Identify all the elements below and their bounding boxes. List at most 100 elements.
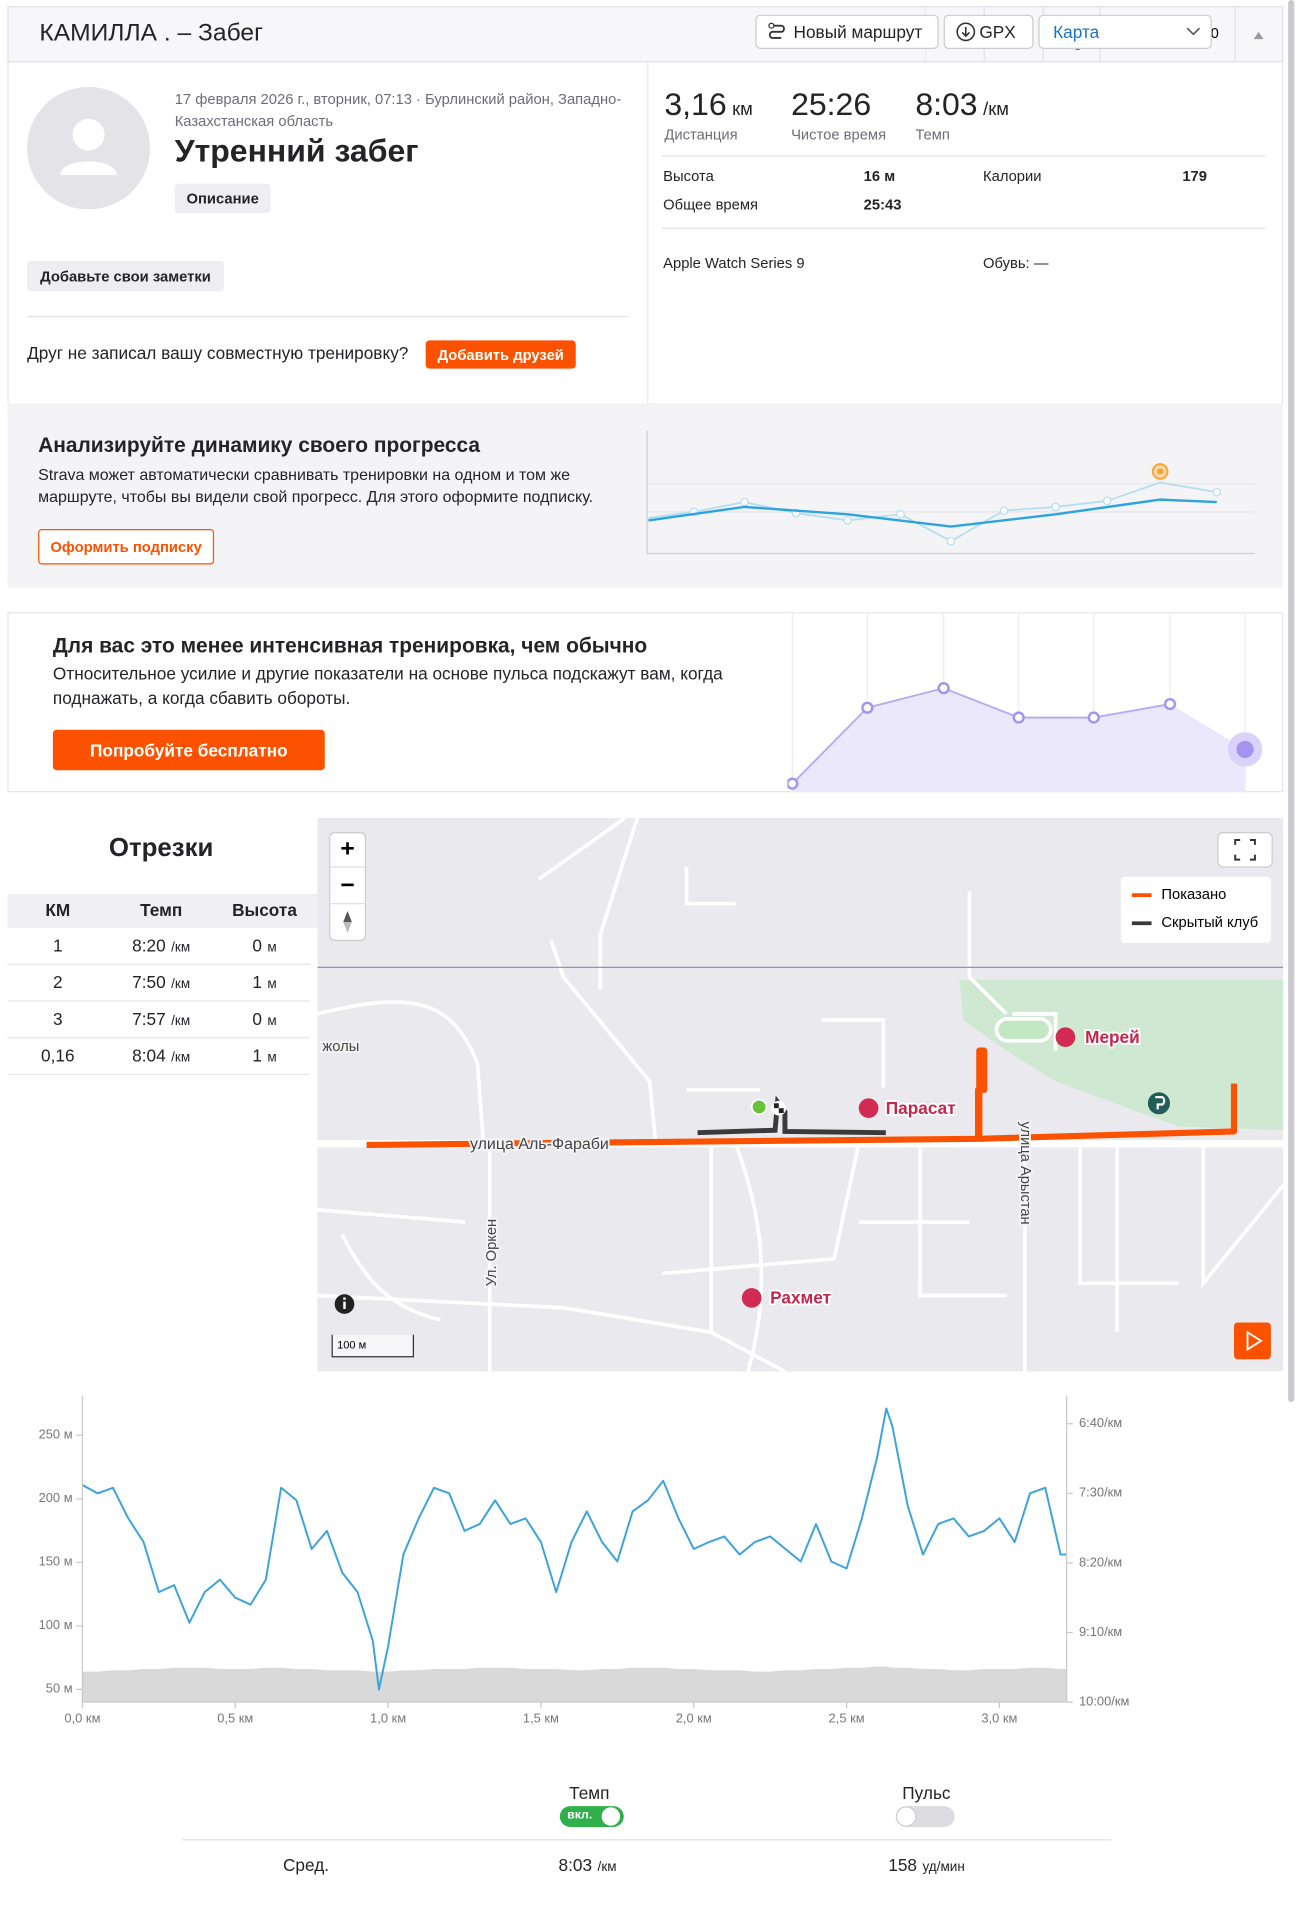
y-tick-label: 250 м — [39, 1427, 73, 1442]
try-free-button[interactable]: Попробуйте бесплатно — [52, 729, 325, 771]
unit: /км — [171, 1013, 191, 1029]
street-label: улица Арыстан — [1017, 1121, 1033, 1224]
average-label: Сред. — [282, 1855, 330, 1875]
zoom-controls[interactable]: + − — [329, 832, 367, 942]
average-hr: 158 уд/мин — [888, 1855, 965, 1877]
average-pace: 8:03 /км — [559, 1855, 617, 1877]
value: 158 — [888, 1855, 918, 1875]
unit: м — [267, 1050, 277, 1066]
promo-title: Анализируйте динамику своего прогресса — [38, 433, 481, 457]
map-legend: Показано Скрытый клуб — [1120, 876, 1271, 943]
unit: /км — [171, 940, 191, 956]
split-elevation: 1 м — [203, 972, 326, 994]
gpx-button[interactable]: GPX — [943, 14, 1034, 49]
device: Apple Watch Series 9 — [663, 254, 805, 272]
street-label: Ул. Оркен — [484, 1219, 500, 1287]
stat-label: Высота — [663, 167, 714, 185]
stat-label: Чистое время — [791, 126, 887, 144]
elevation-area — [82, 1666, 1067, 1703]
stat-value: 8:03 — [915, 85, 978, 123]
map[interactable]: жолы улица Аль-Фараби Ул. Оркен улица Ар… — [317, 817, 1284, 1372]
street-label: жолы — [322, 1039, 359, 1055]
add-friends-button[interactable]: Добавить друзей — [425, 340, 576, 369]
new-route-button[interactable]: Новый маршрут — [755, 14, 939, 49]
scrollbar[interactable] — [1288, 0, 1295, 1403]
x-tick-label: 2,5 км — [829, 1711, 865, 1726]
value: 8:03 — [558, 1855, 593, 1875]
scale-bar — [331, 1334, 414, 1358]
x-tick-label: 2,0 км — [676, 1711, 712, 1726]
activity-date-location: 17 февраля 2026 г., вторник, 07:13 · Бур… — [174, 90, 622, 130]
stat-label: Темп — [915, 126, 950, 144]
value: 1 — [252, 1045, 262, 1066]
divider — [647, 62, 649, 403]
poi-label: Парасат — [886, 1098, 956, 1118]
map-type-select[interactable]: Карта — [1038, 14, 1212, 49]
progress-illustration — [646, 431, 1255, 555]
column-header: Высота — [232, 900, 297, 920]
x-tick-label: 1,0 км — [370, 1711, 406, 1726]
fullscreen-button[interactable] — [1217, 832, 1273, 868]
poi-pins — [741, 1027, 1076, 1308]
y2-tick-label: 9:10/км — [1079, 1624, 1122, 1639]
split-km: 3 — [53, 1008, 63, 1029]
flyover-button[interactable] — [1233, 1322, 1271, 1360]
pace-line — [81, 1407, 1067, 1691]
stat-pace: 8:03 /км — [915, 86, 1009, 124]
y-tick-label: 200 м — [39, 1490, 73, 1505]
finish-marker — [771, 1100, 787, 1116]
button-label: Новый маршрут — [793, 22, 923, 42]
stat-value: 179 — [1182, 167, 1207, 185]
button-label: GPX — [979, 22, 1016, 42]
avatar[interactable] — [27, 86, 151, 210]
separator — [182, 1839, 1111, 1841]
separator — [661, 155, 1265, 157]
y-tick-label: 50 м — [46, 1681, 73, 1696]
download-icon — [956, 22, 976, 42]
split-km: 0,16 — [41, 1045, 75, 1066]
x-tick-label: 3,0 км — [981, 1711, 1017, 1726]
unit: м — [267, 940, 277, 956]
progress-promo — [7, 402, 1284, 588]
promo-title: Для вас это менее интенсивная тренировка… — [52, 634, 648, 658]
effort-promo — [7, 612, 1284, 793]
route-shown — [366, 1047, 1238, 1148]
comment-count: 0 — [1211, 26, 1219, 42]
scale-label: 100 м — [337, 1340, 366, 1352]
collapse-icon[interactable] — [1253, 31, 1264, 40]
value: 1 — [252, 972, 262, 992]
zoom-in[interactable]: + — [340, 835, 354, 862]
value: 8:20 — [132, 935, 166, 956]
y2-tick-label: 10:00/км — [1079, 1693, 1129, 1708]
stat-unit: км — [732, 99, 753, 121]
notes-button[interactable]: Добавьте свои заметки — [27, 260, 224, 292]
x-tick-label: 1,5 км — [523, 1711, 559, 1726]
unit: уд/мин — [922, 1860, 965, 1875]
street-label: улица Аль-Фараби — [470, 1136, 609, 1153]
shoes: Обувь: — — [983, 254, 1049, 272]
stat-label: Калории — [983, 167, 1042, 185]
split-elevation: 0 м — [203, 1009, 326, 1031]
value: 0 — [252, 1008, 262, 1029]
info-button[interactable] — [334, 1294, 355, 1314]
hr-toggle-label: Пульс — [902, 1782, 951, 1803]
chevron — [1186, 27, 1201, 36]
unit: /км — [171, 977, 191, 992]
split-pace: 7:50 /км — [100, 972, 223, 994]
stat-value: 16 м — [863, 167, 896, 185]
page-title: КАМИЛЛА . – Забег — [39, 19, 264, 47]
separator — [661, 227, 1265, 229]
value: 7:50 — [132, 972, 166, 992]
select-value: Карта — [1053, 22, 1100, 42]
stat-value: 25:26 — [791, 85, 872, 123]
description-button[interactable]: Описание — [174, 183, 271, 214]
promo-text: Strava может автоматически сравнивать тр… — [38, 465, 594, 506]
zoom-out[interactable]: − — [340, 872, 354, 899]
legend-item: Скрытый клуб — [1161, 915, 1258, 931]
toggle-knob — [601, 1807, 621, 1826]
y2-tick-label: 7:30/км — [1079, 1485, 1122, 1500]
column-header: КМ — [45, 900, 71, 920]
subscribe-button[interactable]: Оформить подписку — [38, 528, 215, 565]
y-tick-label: 150 м — [39, 1554, 73, 1569]
